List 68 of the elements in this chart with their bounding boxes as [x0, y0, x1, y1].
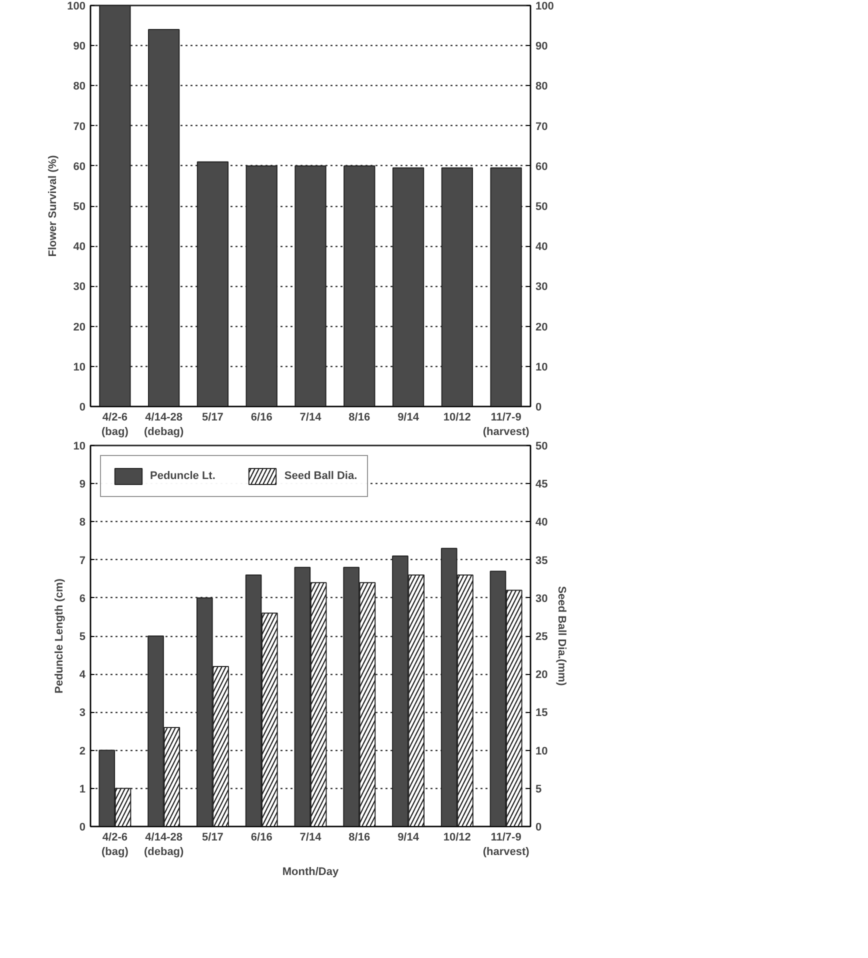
x-tick-label: 6/16 — [250, 832, 272, 844]
y2-tick-label: 5 — [536, 783, 542, 796]
y2-tick-label: 35 — [536, 554, 548, 567]
y2-tick-label: 40 — [536, 516, 548, 529]
y2-tick-label: 30 — [536, 281, 548, 294]
y-tick-label: 1 — [79, 783, 86, 796]
x-tick-label: 4/2-6 (bag) — [102, 832, 129, 858]
y2-tick-label: 100 — [536, 0, 554, 12]
x-tick-label: 9/14 — [398, 832, 420, 844]
y-tick-label: 2 — [79, 745, 86, 758]
x-tick-label: 5/17 — [202, 412, 224, 424]
y-tick-label: 4 — [79, 669, 86, 682]
x-tick-label: 7/14 — [300, 832, 322, 844]
x-tick-label: 6/16 — [250, 412, 272, 424]
y2-tick-label: 20 — [536, 321, 548, 334]
y2-tick-label: 25 — [536, 631, 548, 643]
y2-tick-label: 0 — [536, 402, 542, 414]
y-tick-label: 6 — [79, 592, 86, 605]
y-tick-label: 90 — [73, 40, 86, 53]
y-tick-label: 100 — [67, 0, 86, 12]
x-tick-label: 4/2-6 (bag) — [102, 412, 129, 438]
x-tick-label: 4/14-28 (debag) — [144, 412, 184, 438]
y-tick-label: 7 — [79, 554, 86, 567]
x-tick-label: 9/14 — [398, 412, 420, 424]
y2-tick-label: 10 — [536, 361, 548, 374]
y2-tick-label: 20 — [536, 669, 548, 682]
x-axis-title: Month/Day — [282, 866, 340, 878]
legend-label: Seed Ball Dia. — [284, 470, 358, 482]
x-tick-label: 8/16 — [348, 412, 370, 424]
y2-tick-label: 10 — [536, 745, 548, 758]
y-tick-label: 0 — [79, 822, 86, 834]
y2-tick-label: 15 — [536, 707, 548, 720]
y-tick-label: 60 — [73, 160, 86, 173]
y2-tick-label: 60 — [536, 160, 548, 173]
y2-tick-label: 0 — [536, 822, 542, 834]
y-tick-label: 5 — [79, 631, 86, 643]
y-tick-label: 3 — [79, 707, 86, 720]
x-tick-label: 10/12 — [443, 412, 471, 424]
y-axis-title: Peduncle Length (cm) — [53, 578, 66, 694]
y2-tick-label: 30 — [536, 592, 548, 605]
x-tick-label: 11/7-9 (harvest) — [482, 412, 530, 438]
x-tick-label: 7/14 — [300, 412, 322, 424]
y-tick-label: 50 — [73, 201, 86, 213]
y-tick-label: 40 — [73, 241, 86, 254]
y2-tick-label: 40 — [536, 241, 548, 254]
y2-tick-label: 70 — [536, 120, 548, 133]
y-tick-label: 9 — [79, 478, 86, 491]
x-tick-label: 11/7-9 (harvest) — [482, 832, 530, 858]
x-tick-label: 4/14-28 (debag) — [144, 832, 184, 858]
x-tick-label: 5/17 — [202, 832, 224, 844]
y2-axis-title: Seed Ball Dia.(mm) — [556, 586, 568, 686]
y2-tick-label: 90 — [536, 40, 548, 53]
y-tick-label: 10 — [73, 361, 86, 374]
y-tick-label: 8 — [79, 516, 86, 529]
x-tick-label: 10/12 — [443, 832, 471, 844]
y-tick-label: 30 — [73, 281, 86, 294]
y2-tick-label: 80 — [536, 80, 548, 93]
y-axis-title: Flower Survival (%) — [47, 154, 60, 257]
y-tick-label: 10 — [73, 440, 86, 452]
y2-tick-label: 50 — [536, 440, 548, 452]
y2-tick-label: 45 — [536, 478, 548, 491]
x-tick-label: 8/16 — [348, 832, 370, 844]
y2-tick-label: 50 — [536, 201, 548, 213]
y-tick-label: 70 — [73, 120, 86, 133]
y-tick-label: 80 — [73, 80, 86, 93]
legend-label: Peduncle Lt. — [150, 470, 216, 482]
y-tick-label: 0 — [79, 402, 86, 414]
y-tick-label: 20 — [73, 321, 86, 334]
